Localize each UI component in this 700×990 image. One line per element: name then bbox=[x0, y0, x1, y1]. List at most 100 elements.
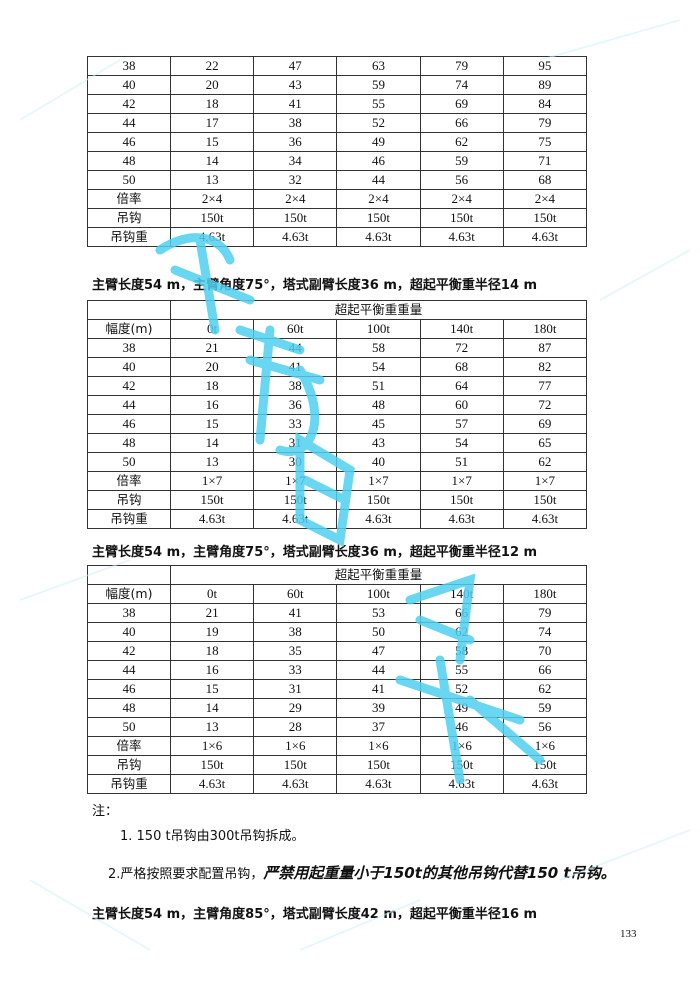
value-cell: 75 bbox=[502, 132, 588, 152]
value-cell: 150t bbox=[169, 208, 255, 228]
table-row: 40 20 43 59 74 89 bbox=[87, 75, 588, 95]
value-cell: 55 bbox=[336, 94, 421, 114]
value-cell: 63 bbox=[336, 56, 421, 76]
value-cell: 54 bbox=[419, 433, 504, 453]
row-label-cell: 吊钩 bbox=[87, 755, 171, 775]
value-cell: 44 bbox=[253, 338, 338, 358]
value-cell: 150t bbox=[253, 755, 338, 775]
row-label-cell: 40 bbox=[87, 622, 171, 642]
row-label-cell: 吊钩 bbox=[87, 490, 171, 510]
column-header: 180t bbox=[502, 584, 588, 604]
table-row: 倍率 1×7 1×7 1×7 1×7 1×7 bbox=[87, 471, 588, 491]
value-cell: 21 bbox=[169, 338, 255, 358]
value-cell: 79 bbox=[502, 113, 588, 133]
value-cell: 1×7 bbox=[336, 471, 421, 491]
value-cell: 150t bbox=[169, 755, 255, 775]
table-row: 38 21 44 58 72 87 bbox=[87, 338, 588, 358]
column-header: 140t bbox=[419, 319, 504, 339]
note-item-2-prefix: 2.严格按照要求配置吊钩， bbox=[108, 867, 264, 882]
value-cell: 36 bbox=[253, 395, 338, 415]
value-cell: 150t bbox=[169, 490, 255, 510]
value-cell: 4.63t bbox=[253, 509, 338, 529]
value-cell: 14 bbox=[169, 433, 255, 453]
value-cell: 2×4 bbox=[502, 189, 588, 209]
group-header-row: 超起平衡重重量 bbox=[87, 565, 587, 585]
value-cell: 150t bbox=[502, 208, 588, 228]
row-label-cell: 48 bbox=[87, 433, 171, 453]
value-cell: 87 bbox=[502, 338, 588, 358]
value-cell: 69 bbox=[419, 94, 504, 114]
value-cell: 21 bbox=[169, 603, 255, 623]
page-number: 133 bbox=[620, 928, 637, 940]
value-cell: 35 bbox=[253, 641, 338, 661]
note-item-2: 2.严格按照要求配置吊钩，严禁用起重量小于150t的其他吊钩代替150 t吊钩。 bbox=[108, 862, 616, 883]
table-row: 40 19 38 50 62 74 bbox=[87, 622, 588, 642]
value-cell: 51 bbox=[419, 452, 504, 472]
value-cell: 4.63t bbox=[502, 227, 588, 247]
value-cell: 50 bbox=[336, 622, 421, 642]
empty-cell bbox=[87, 300, 171, 320]
value-cell: 52 bbox=[419, 679, 504, 699]
column-header: 100t bbox=[336, 319, 421, 339]
value-cell: 56 bbox=[502, 717, 588, 737]
row-label-cell: 40 bbox=[87, 357, 171, 377]
value-cell: 19 bbox=[169, 622, 255, 642]
value-cell: 55 bbox=[419, 660, 504, 680]
value-cell: 62 bbox=[419, 132, 504, 152]
value-cell: 51 bbox=[336, 376, 421, 396]
column-header: 140t bbox=[419, 584, 504, 604]
value-cell: 54 bbox=[336, 357, 421, 377]
value-cell: 150t bbox=[419, 755, 504, 775]
table-row: 38 22 47 63 79 95 bbox=[87, 56, 588, 76]
load-table-3: 超起平衡重重量 幅度(m) 0t 60t 100t 140t 180t 38 21 41 53 66 7… bbox=[87, 565, 588, 794]
table-row: 吊钩 150t 150t 150t 150t 150t bbox=[87, 490, 588, 510]
column-header: 60t bbox=[253, 584, 338, 604]
value-cell: 33 bbox=[253, 660, 338, 680]
table-row: 吊钩 150t 150t 150t 150t 150t bbox=[87, 208, 588, 228]
section-heading-2: 主臂长度54 m，主臂角度75°，塔式副臂长度36 m，超起平衡重半径12 m bbox=[92, 545, 538, 560]
row-label-cell: 48 bbox=[87, 151, 171, 171]
table-row: 48 14 29 39 49 59 bbox=[87, 698, 588, 718]
row-label-cell: 42 bbox=[87, 641, 171, 661]
value-cell: 38 bbox=[253, 113, 338, 133]
column-header-row: 幅度(m) 0t 60t 100t 140t 180t bbox=[87, 584, 588, 604]
value-cell: 20 bbox=[169, 75, 255, 95]
value-cell: 15 bbox=[169, 414, 255, 434]
value-cell: 59 bbox=[336, 75, 421, 95]
empty-cell bbox=[87, 565, 171, 585]
value-cell: 46 bbox=[336, 151, 421, 171]
value-cell: 1×6 bbox=[169, 736, 255, 756]
value-cell: 64 bbox=[419, 376, 504, 396]
value-cell: 57 bbox=[419, 414, 504, 434]
row-label-cell: 40 bbox=[87, 75, 171, 95]
value-cell: 34 bbox=[253, 151, 338, 171]
row-label-cell: 50 bbox=[87, 170, 171, 190]
value-cell: 4.63t bbox=[419, 227, 504, 247]
row-label-cell: 44 bbox=[87, 660, 171, 680]
value-cell: 82 bbox=[502, 357, 588, 377]
value-cell: 150t bbox=[253, 490, 338, 510]
value-cell: 41 bbox=[336, 679, 421, 699]
value-cell: 20 bbox=[169, 357, 255, 377]
value-cell: 18 bbox=[169, 94, 255, 114]
notes-label: 注： bbox=[92, 804, 119, 819]
value-cell: 79 bbox=[419, 56, 504, 76]
value-cell: 66 bbox=[502, 660, 588, 680]
value-cell: 150t bbox=[336, 490, 421, 510]
value-cell: 150t bbox=[336, 755, 421, 775]
value-cell: 1×7 bbox=[253, 471, 338, 491]
value-cell: 4.63t bbox=[502, 774, 588, 794]
value-cell: 49 bbox=[336, 132, 421, 152]
section-heading-3: 主臂长度54 m，主臂角度85°，塔式副臂长度42 m，超起平衡重半径16 m bbox=[92, 907, 538, 922]
table-row: 38 21 41 53 66 79 bbox=[87, 603, 588, 623]
value-cell: 36 bbox=[253, 132, 338, 152]
table-row: 48 14 31 43 54 65 bbox=[87, 433, 588, 453]
value-cell: 53 bbox=[336, 603, 421, 623]
value-cell: 62 bbox=[502, 452, 588, 472]
column-header: 60t bbox=[253, 319, 338, 339]
value-cell: 71 bbox=[502, 151, 588, 171]
column-header: 100t bbox=[336, 584, 421, 604]
row-label-cell: 44 bbox=[87, 395, 171, 415]
value-cell: 89 bbox=[502, 75, 588, 95]
value-cell: 37 bbox=[336, 717, 421, 737]
